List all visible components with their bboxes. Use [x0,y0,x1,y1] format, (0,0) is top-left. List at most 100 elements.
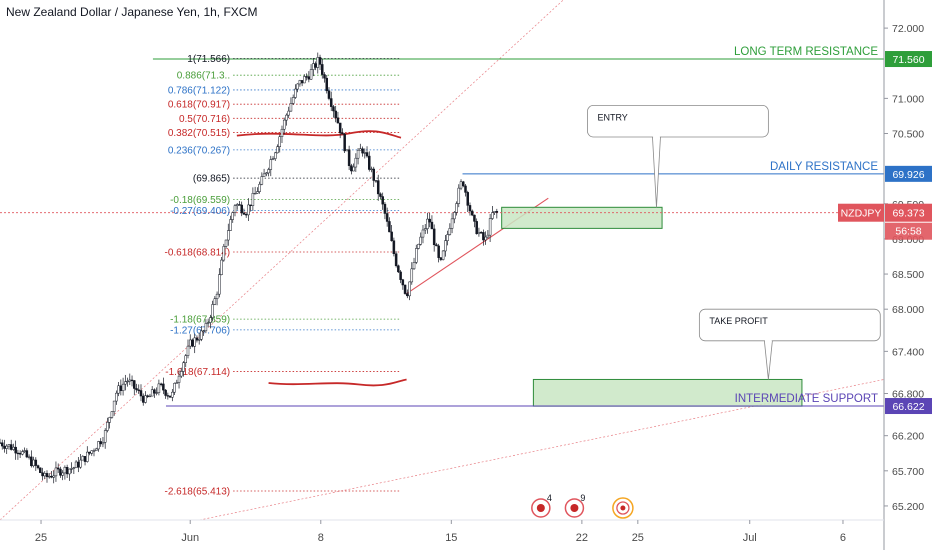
candle-body [444,240,447,252]
candle-body [215,293,219,299]
candle-body [204,323,208,332]
candle-body [453,212,456,220]
candle-body [146,395,149,397]
candle-body [197,338,201,341]
candle-body [403,284,407,294]
countdown-tag-text: 56:58 [895,226,921,238]
candle-body [97,441,100,450]
x-tick-label-0: 25 [35,532,47,544]
candle-body [267,169,270,174]
candle-body [415,248,418,263]
candle-body [206,322,210,324]
candle-body [475,221,478,235]
candle-body [316,57,320,68]
candle-body [59,468,62,476]
candle-body [242,212,246,215]
candle-body [112,400,116,412]
candle-body [157,383,161,393]
candle-body [363,152,367,154]
candle-body [253,193,257,195]
entry-callout-pointer [652,137,661,208]
candle-body [370,168,373,171]
take-profit-callout[interactable] [698,308,881,342]
candle-body [455,203,458,213]
candle-body [309,69,313,80]
candle-body [36,465,40,469]
candle-body [39,467,42,473]
candle-body [164,389,167,396]
candle-body [173,383,176,393]
candle-body [110,411,114,418]
candle-body [124,381,127,385]
candle-body [148,395,152,398]
candle-body [45,473,49,478]
candle-body [213,298,217,305]
level-label-2: INTERMEDIATE SUPPORT [735,393,878,405]
take-profit-callout-text: TAKE PROFIT [709,316,768,326]
chart-title: New Zealand Dollar / Japanese Yen, 1h, F… [6,5,258,19]
fib-label-4: 0.5(70.716) [179,114,230,125]
candle-body [233,205,237,213]
candle-body [486,234,490,238]
candle-body [7,444,11,447]
long-term-trendline[interactable] [0,0,564,521]
candle-body [421,229,425,238]
candle-body [359,148,362,151]
entry-zone[interactable] [501,206,663,229]
candle-body [459,181,463,189]
candle-body [5,445,8,449]
candle-body [121,383,125,391]
candle-body [16,452,20,455]
candle-body [130,379,134,382]
level-price-tag-text-0: 71.560 [892,54,924,66]
level-label-1: DAILY RESISTANCE [770,161,878,173]
candle-body [376,180,380,195]
candle-body [307,76,311,80]
candle-body [182,362,185,372]
candle-body [65,466,69,475]
candle-body [0,442,4,447]
candle-body [423,228,427,231]
candle-body [90,450,94,454]
candle-body [186,345,190,356]
candle-body [184,355,188,363]
candle-body [329,98,333,107]
entry-callout[interactable] [587,105,769,138]
candle-body [240,204,243,214]
candle-body [77,461,80,468]
candle-body [300,80,304,84]
candle-body [106,422,109,431]
candle-body [83,456,87,462]
candle-body [390,231,393,242]
candle-body [30,456,33,467]
candle-body [12,446,15,450]
candle-body [365,152,369,157]
y-tick-label-11: 65.200 [892,501,924,513]
y-tick-label-5: 68.500 [892,269,924,281]
candle-body [137,389,141,391]
candle-body [155,392,158,394]
take-profit-zone[interactable] [532,378,803,407]
lower-trendline[interactable] [199,379,885,521]
candle-body [412,262,416,270]
x-tick-label-7: 6 [840,532,846,544]
y-tick-label-7: 67.400 [892,346,924,358]
event-flag-icon-4-dot [536,504,545,512]
candle-body [3,445,6,449]
candle-body [150,389,154,397]
candle-body [394,253,398,267]
fib-label-5: 0.382(70.515) [168,128,230,139]
event-target-icon-ring [616,501,630,515]
candle-body [180,371,183,377]
fib-label-8: -0.18(69.559) [170,195,230,206]
candle-body [392,240,396,254]
candle-body [426,218,429,229]
candle-body [70,468,73,470]
candle-body [305,76,308,78]
candle-body [408,281,411,297]
candle-body [238,204,241,206]
candle-body [218,274,221,295]
candle-body [141,395,145,403]
candle-body [265,172,268,175]
